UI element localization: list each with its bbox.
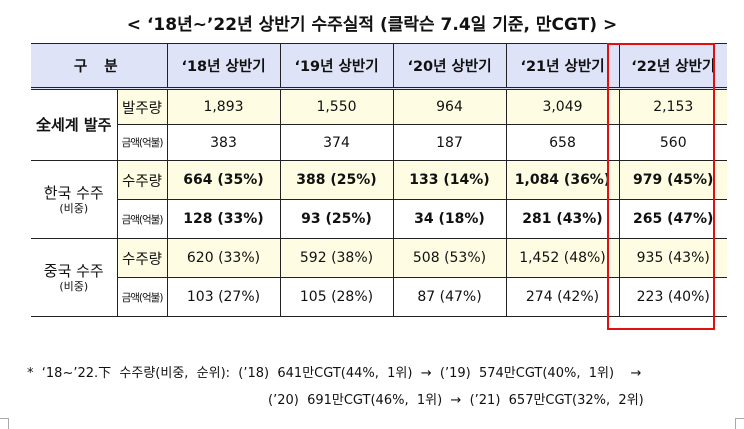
orders-table: 구 분 ‘18년 상반기 ‘19년 상반기 ‘20년 상반기 ‘21년 상반기 … — [31, 43, 727, 317]
table-cell: 592 (38%) — [279, 238, 394, 278]
table-cell: 103 (27%) — [166, 277, 281, 317]
table-cell: 223 (40%) — [618, 277, 727, 317]
table-row: 금액(억불) 383 374 187 658 560 — [31, 124, 727, 161]
table-header-row: 구 분 ‘18년 상반기 ‘19년 상반기 ‘20년 상반기 ‘21년 상반기 … — [31, 43, 727, 90]
group-label-text: 중국 수주 — [43, 261, 104, 280]
table-cell: 1,084 (36%) — [505, 160, 620, 200]
page-corner-mark-right — [735, 418, 744, 429]
header-category: 구 분 — [31, 43, 168, 90]
footnote-line-2: (’20) 691만CGT(46%, 1위) → (’21) 657만CGT(3… — [268, 393, 644, 408]
table-cell: 388 (25%) — [279, 160, 394, 200]
table-row: 중국 수주 (비중) 수주량 620 (33%) 592 (38%) 508 (… — [31, 238, 727, 317]
header-year-2022: ‘22년 상반기 — [618, 43, 727, 90]
group-label-china: 중국 수주 (비중) — [31, 238, 118, 317]
metric-label: 금액(억불) — [116, 199, 168, 239]
table-cell: 964 — [392, 88, 507, 125]
footnote-line-1: * ‘18~’22.下 수주량(비중, 순위): (’18) 641만CGT(4… — [27, 366, 642, 381]
group-sublabel: (비중) — [59, 279, 89, 293]
table-cell: 658 — [505, 124, 620, 161]
table-cell: 620 (33%) — [166, 238, 281, 278]
header-year-2018: ‘18년 상반기 — [166, 43, 281, 90]
table-row: 금액(억불) 128 (33%) 93 (25%) 34 (18%) 281 (… — [31, 199, 727, 239]
group-sublabel: (비중) — [59, 201, 89, 215]
group-label-text: 한국 수주 — [43, 183, 104, 202]
page-corner-mark-left — [0, 418, 9, 429]
table-cell: 3,049 — [505, 88, 620, 125]
header-year-2019: ‘19년 상반기 — [279, 43, 394, 90]
metric-label: 금액(억불) — [116, 124, 168, 161]
metric-label: 금액(억불) — [116, 277, 168, 317]
group-label-text: 全세계 발주 — [36, 116, 112, 134]
table-cell: 281 (43%) — [505, 199, 620, 239]
table-cell: 187 — [392, 124, 507, 161]
table-cell: 133 (14%) — [392, 160, 507, 200]
table-cell: 274 (42%) — [505, 277, 620, 317]
table-cell: 383 — [166, 124, 281, 161]
group-label-korea: 한국 수주 (비중) — [31, 160, 118, 239]
table-cell: 105 (28%) — [279, 277, 394, 317]
table-cell: 1,893 — [166, 88, 281, 125]
table-cell: 34 (18%) — [392, 199, 507, 239]
table-cell: 374 — [279, 124, 394, 161]
page-title: < ‘18년~’22년 상반기 수주실적 (클락슨 7.4일 기준, 만CGT)… — [126, 15, 618, 35]
table-row: 금액(억불) 103 (27%) 105 (28%) 87 (47%) 274 … — [31, 277, 727, 317]
table-cell: 128 (33%) — [166, 199, 281, 239]
table-cell: 979 (45%) — [618, 160, 727, 200]
table-cell: 1,550 — [279, 88, 394, 125]
table-cell: 265 (47%) — [618, 199, 727, 239]
table-cell: 560 — [618, 124, 727, 161]
metric-label: 수주량 — [116, 160, 168, 200]
header-year-2021: ‘21년 상반기 — [505, 43, 620, 90]
table-cell: 508 (53%) — [392, 238, 507, 278]
table-cell: 87 (47%) — [392, 277, 507, 317]
metric-label: 발주량 — [116, 88, 168, 125]
table-cell: 1,452 (48%) — [505, 238, 620, 278]
table-cell: 935 (43%) — [618, 238, 727, 278]
group-label-global: 全세계 발주 — [31, 88, 118, 161]
table-row: 全세계 발주 발주량 1,893 1,550 964 3,049 2,153 — [31, 88, 727, 161]
table-cell: 2,153 — [618, 88, 727, 125]
metric-label: 수주량 — [116, 238, 168, 278]
table-cell: 664 (35%) — [166, 160, 281, 200]
table-row: 한국 수주 (비중) 수주량 664 (35%) 388 (25%) 133 (… — [31, 160, 727, 239]
table-cell: 93 (25%) — [279, 199, 394, 239]
header-year-2020: ‘20년 상반기 — [392, 43, 507, 90]
